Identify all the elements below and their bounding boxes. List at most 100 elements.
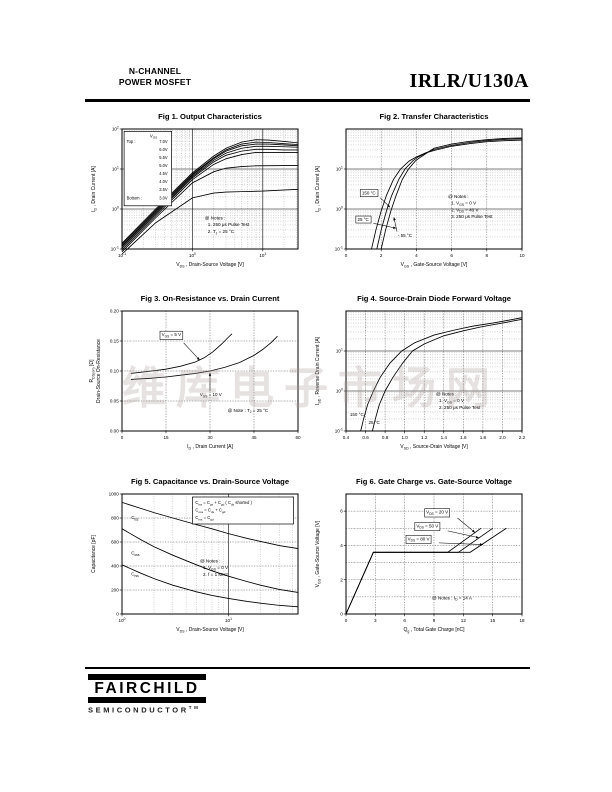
svg-text:4: 4 xyxy=(340,543,343,548)
figure-5-capacitance: Fig 5. Capacitance vs. Drain-Source Volt… xyxy=(86,477,310,651)
fig5-series xyxy=(121,501,299,608)
logo-bar-top xyxy=(88,674,206,680)
svg-text:7.0V: 7.0V xyxy=(159,139,168,144)
svg-text:1. 250 μs Pulse Test: 1. 250 μs Pulse Test xyxy=(208,222,250,227)
svg-text:10-1: 10-1 xyxy=(111,246,119,252)
svg-text:Crss = Cgd: Crss = Cgd xyxy=(195,515,214,521)
svg-text:150 °C: 150 °C xyxy=(362,191,377,196)
svg-text:100: 100 xyxy=(336,206,343,212)
fig4-curve-150C xyxy=(360,317,523,432)
svg-text:101: 101 xyxy=(336,348,343,354)
svg-text:- 55 °C: - 55 °C xyxy=(398,233,413,238)
svg-text:0.00: 0.00 xyxy=(110,429,119,434)
header-rule xyxy=(85,99,530,102)
logo-brand-text: FAIRCHILD xyxy=(94,680,200,697)
fig2-grid xyxy=(346,129,522,249)
svg-text:1.2: 1.2 xyxy=(421,435,428,440)
svg-text:0: 0 xyxy=(345,253,348,258)
svg-text:10-1: 10-1 xyxy=(335,428,343,434)
svg-text:ISD , Reverse Drain Current [: ISD , Reverse Drain Current [A] xyxy=(315,336,321,405)
svg-text:0.20: 0.20 xyxy=(110,309,119,314)
svg-text:3.5V: 3.5V xyxy=(159,187,168,192)
svg-text:15: 15 xyxy=(490,618,496,623)
svg-text:10-1: 10-1 xyxy=(118,252,126,258)
svg-text:4: 4 xyxy=(415,253,418,258)
figure-3-chart: 0 15 30 45 60 0.00 0.05 0.10 0.15 0.20 ID , Drain … xyxy=(89,309,301,451)
fig3-series xyxy=(130,333,278,380)
svg-text:101: 101 xyxy=(225,617,232,623)
fig1-curve-VGS=4.5V xyxy=(121,148,298,249)
svg-text:0: 0 xyxy=(116,612,119,617)
figure-2-title: Fig 2. Transfer Characteristics xyxy=(379,112,489,121)
svg-text:1.6: 1.6 xyxy=(460,435,467,440)
svg-text:Crss: Crss xyxy=(131,572,139,578)
svg-text:101: 101 xyxy=(112,166,119,172)
svg-text:18: 18 xyxy=(519,618,525,623)
fig4-series xyxy=(360,317,523,432)
figure-2-transfer-characteristics: Fig 2. Transfer Characteristics 0 2 4 6 8 10 1… xyxy=(310,112,534,286)
fig2-curve-150C xyxy=(371,139,523,250)
figure-2-chart: 0 2 4 6 8 10 10-1 100 101 VGS , Gate-Source Volta… xyxy=(315,128,525,268)
svg-text:0.6: 0.6 xyxy=(362,435,369,440)
figure-3-on-resistance: Fig 3. On-Resistance vs. Drain Current 0… xyxy=(86,294,310,468)
figure-6-gate-charge: Fig 6. Gate Charge vs. Gate-Source Volta… xyxy=(310,477,534,651)
fig6-grid xyxy=(346,494,522,614)
svg-text:Top :: Top : xyxy=(127,139,136,144)
svg-text:1. VGS = 0 V: 1. VGS = 0 V xyxy=(203,565,229,571)
svg-text:25 °C: 25 °C xyxy=(357,217,369,222)
svg-text:4.0V: 4.0V xyxy=(159,179,168,184)
svg-text:Drain-Source On-Resistance: Drain-Source On-Resistance xyxy=(96,339,102,403)
logo-subtitle-text: SEMICONDUCTOR xyxy=(88,705,189,715)
svg-text:60: 60 xyxy=(295,435,301,440)
svg-text:9: 9 xyxy=(433,618,436,623)
svg-text:ID , Drain Current [A]: ID , Drain Current [A] xyxy=(315,166,321,212)
svg-text:VDS = 50 V: VDS = 50 V xyxy=(416,523,438,529)
fig2-series xyxy=(371,137,523,250)
figure-5-title: Fig 5. Capacitance vs. Drain-Source Volt… xyxy=(130,477,290,486)
svg-text:800: 800 xyxy=(111,516,119,521)
svg-text:Ciss = Cgs + Cgd ( Cds shor: Ciss = Cgs + Cgd ( Cds shorted ) xyxy=(195,500,252,506)
part-number: IRLR/U130A xyxy=(409,70,529,92)
figure-1-output-characteristics: Fig 1. Output Characteristics 10-1 100 101… xyxy=(86,112,310,286)
device-type-line1: N-CHANNEL xyxy=(128,66,182,76)
svg-text:2. TJ = 25 °C: 2. TJ = 25 °C xyxy=(208,229,235,235)
svg-text:VDS , Drain-Source Voltage [V]: VDS , Drain-Source Voltage [V] xyxy=(176,627,244,633)
svg-text:@ Notes :: @ Notes : xyxy=(200,558,221,563)
svg-text:2: 2 xyxy=(380,253,383,258)
svg-text:@ Note : TJ = 25 °C: @ Note : TJ = 25 °C xyxy=(228,408,269,414)
svg-text:101: 101 xyxy=(259,252,266,258)
svg-text:6: 6 xyxy=(450,253,453,258)
fig1-curve-VGS=3.5V xyxy=(121,164,299,253)
svg-text:6: 6 xyxy=(340,509,343,514)
svg-text:1.4: 1.4 xyxy=(441,435,448,440)
fig4-grid xyxy=(346,311,522,431)
svg-text:@ Notes :: @ Notes : xyxy=(205,215,226,220)
svg-text:10: 10 xyxy=(519,253,525,258)
svg-text:25 °C: 25 °C xyxy=(368,420,380,425)
device-type-heading: N-CHANNEL POWER MOSFET xyxy=(100,66,210,88)
fig1-curve-VGS=6.0V xyxy=(121,141,299,245)
svg-text:0.10: 0.10 xyxy=(110,369,119,374)
svg-text:100: 100 xyxy=(189,252,196,258)
svg-text:0.15: 0.15 xyxy=(110,339,119,344)
svg-text:ID , Drain Current [A]: ID , Drain Current [A] xyxy=(91,166,97,212)
figure-1-chart: 10-1 100 101 10-1 100 101 102 VDS , Drain-Sourc… xyxy=(91,126,299,268)
svg-text:2.2: 2.2 xyxy=(519,435,526,440)
svg-text:0: 0 xyxy=(121,435,124,440)
svg-text:2: 2 xyxy=(340,577,343,582)
svg-text:1. VGS = 0 V: 1. VGS = 0 V xyxy=(439,398,465,404)
svg-text:101: 101 xyxy=(336,166,343,172)
device-type-line2: POWER MOSFET xyxy=(118,77,192,87)
fig2-curve--55C xyxy=(380,137,523,250)
svg-text:Ciss: Ciss xyxy=(131,515,139,521)
svg-text:4.5V: 4.5V xyxy=(159,171,168,176)
svg-text:0: 0 xyxy=(345,618,348,623)
svg-text:3.0V: 3.0V xyxy=(159,195,168,200)
svg-text:15: 15 xyxy=(163,435,169,440)
figure-4-chart: 0.4 0.6 0.8 1.0 1.2 1.4 1.6 1.8 2.0 2.2 10-1 100 101… xyxy=(315,310,526,450)
svg-text:45: 45 xyxy=(251,435,257,440)
fig1-curve-VGS=5.5V xyxy=(121,143,299,247)
svg-text:VGS = 5 V: VGS = 5 V xyxy=(162,332,182,338)
svg-text:0: 0 xyxy=(340,612,343,617)
